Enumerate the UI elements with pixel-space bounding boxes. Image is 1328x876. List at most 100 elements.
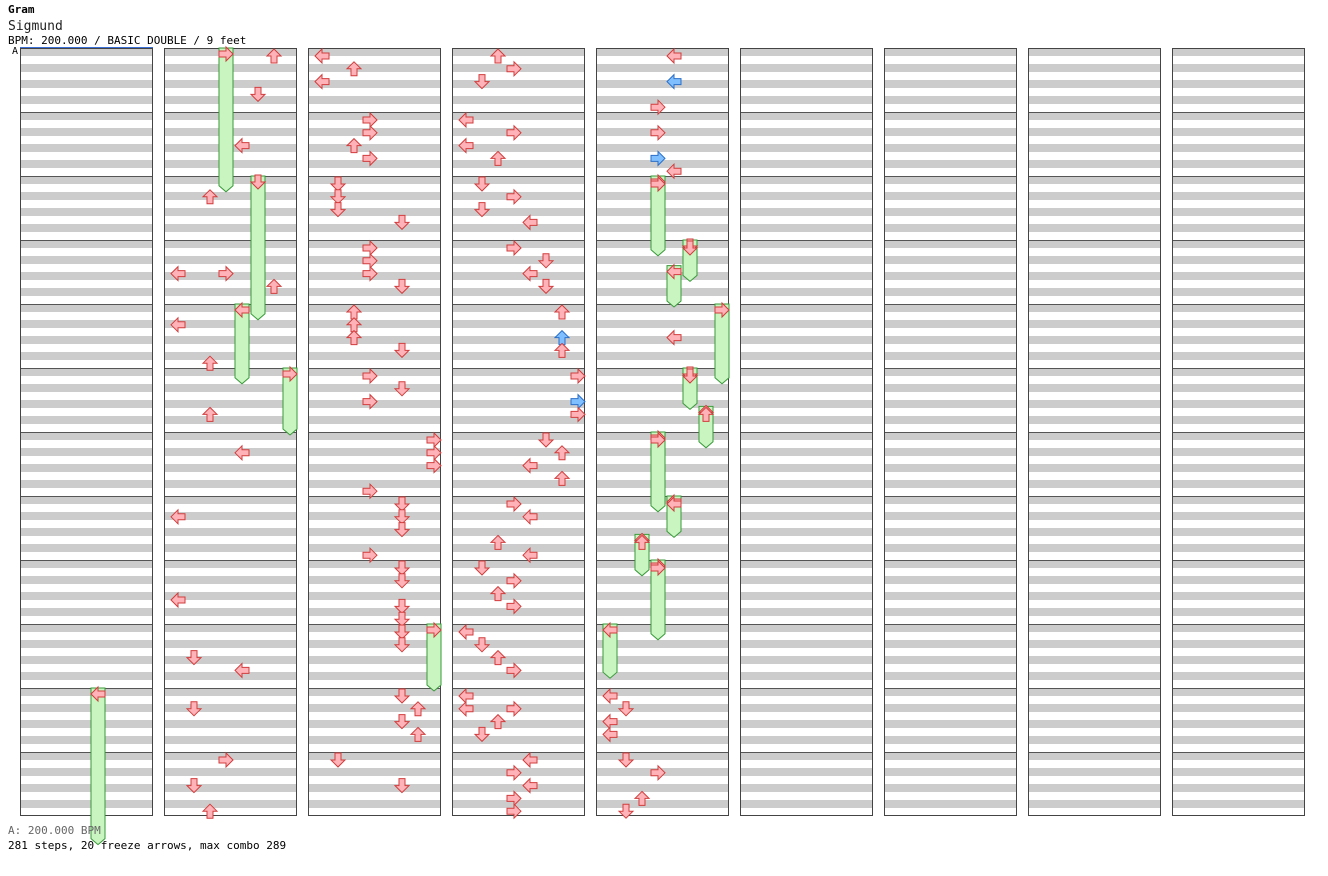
step-arrow (489, 48, 507, 64)
step-arrow (666, 495, 682, 513)
freeze-arrow (249, 174, 267, 321)
step-arrow (522, 265, 538, 282)
step-arrow (393, 522, 411, 538)
step-arrow (345, 137, 363, 154)
freeze-arrow (90, 685, 106, 846)
freeze-arrow (234, 301, 250, 385)
step-arrow (650, 431, 666, 449)
step-arrow (506, 802, 522, 820)
step-arrow (473, 176, 491, 192)
step-arrow (218, 265, 234, 282)
step-arrow (473, 637, 491, 653)
step-arrow (650, 98, 666, 116)
step-arrow (489, 534, 507, 550)
bpm-legend: A: 200.000 BPM (8, 824, 101, 837)
song-title: Gram (8, 3, 35, 16)
step-arrow (170, 591, 186, 609)
step-arrow (522, 546, 538, 564)
step-arrow (329, 202, 347, 218)
step-arrow (185, 701, 203, 717)
step-arrow (393, 598, 411, 615)
step-arrow (234, 444, 250, 462)
step-arrow (617, 752, 635, 768)
step-arrow (393, 560, 411, 576)
step-arrow (553, 342, 571, 358)
step-arrow (362, 482, 378, 500)
step-arrow (617, 803, 635, 819)
step-arrow (458, 111, 474, 129)
step-arrow (537, 278, 555, 295)
step-arrow (522, 777, 538, 794)
step-arrow (393, 688, 411, 704)
step-arrow (553, 304, 571, 320)
step-arrow (697, 406, 715, 422)
step-arrow (537, 253, 555, 269)
step-arrow (602, 687, 618, 705)
step-arrow (633, 534, 651, 550)
step-arrow (522, 508, 538, 526)
chart-column-7 (884, 48, 1017, 816)
step-arrow (666, 329, 682, 346)
freeze-arrow (602, 621, 618, 679)
step-arrow (185, 650, 203, 666)
step-arrow (570, 367, 586, 385)
step-arrow (218, 751, 234, 769)
step-arrow (617, 701, 635, 717)
bpm-marker: A (12, 46, 19, 57)
step-arrow (393, 611, 411, 627)
step-arrow (666, 73, 682, 90)
step-arrow (650, 764, 666, 782)
step-arrow (473, 202, 491, 218)
step-arrow (650, 175, 666, 193)
step-arrow (329, 189, 347, 205)
step-arrow (426, 457, 442, 474)
step-arrow (681, 240, 699, 256)
step-arrow (506, 764, 522, 782)
chart-column-4 (452, 48, 585, 816)
step-arrow (362, 150, 378, 167)
freeze-arrow (666, 263, 682, 308)
step-arrow (650, 559, 666, 577)
step-arrow (201, 189, 219, 205)
step-arrow (506, 662, 522, 679)
step-arrow (666, 162, 682, 180)
step-arrow (393, 714, 411, 730)
freeze-arrow (426, 621, 442, 692)
step-arrow (650, 124, 666, 142)
step-arrow (345, 329, 363, 346)
step-arrow (362, 124, 378, 142)
step-arrow (458, 623, 474, 641)
step-arrow (522, 214, 538, 231)
step-arrow (489, 713, 507, 730)
step-arrow (345, 61, 363, 77)
bpm-change-line (20, 47, 153, 48)
step-arrow (409, 726, 427, 742)
step-arrow (458, 700, 474, 718)
step-arrow (489, 649, 507, 666)
step-arrow (393, 214, 411, 231)
step-arrow (473, 726, 491, 743)
step-arrow (393, 624, 411, 640)
step-arrow (170, 265, 186, 282)
step-arrow (393, 381, 411, 397)
step-arrow (170, 316, 186, 334)
step-arrow (314, 73, 330, 90)
step-arrow (185, 778, 203, 794)
step-arrow (506, 572, 522, 590)
step-arrow (265, 278, 283, 294)
chart-column-6 (740, 48, 873, 816)
step-arrow (506, 60, 522, 78)
step-arrow (201, 355, 219, 371)
chart-column-8 (1028, 48, 1161, 816)
step-arrow (393, 496, 411, 512)
step-arrow (393, 509, 411, 525)
step-arrow (265, 48, 283, 64)
step-arrow (522, 457, 538, 474)
step-arrow (249, 86, 267, 103)
step-arrow (650, 150, 666, 167)
step-arrow (201, 406, 219, 422)
step-arrow (633, 790, 651, 806)
step-arrow (537, 432, 555, 448)
step-arrow (362, 393, 378, 410)
step-arrow (362, 265, 378, 282)
